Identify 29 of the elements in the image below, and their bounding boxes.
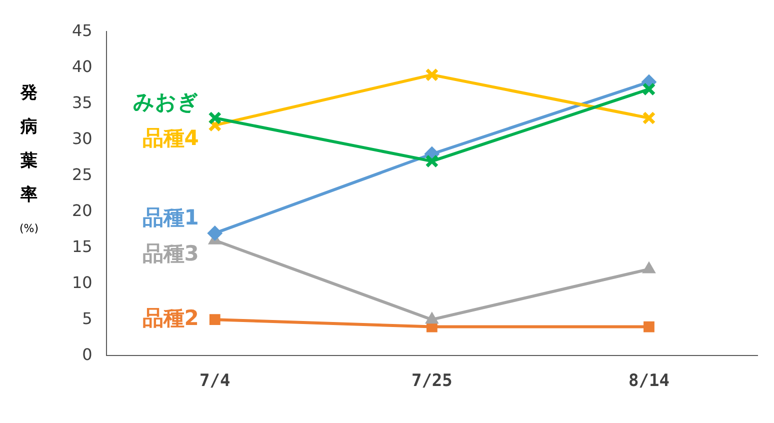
y-tick-label: 25	[72, 164, 92, 184]
point	[642, 111, 656, 125]
series-label: 品種4	[142, 126, 199, 150]
y-tick-label: 20	[72, 200, 92, 220]
point	[425, 312, 438, 324]
y-tick-label: 15	[72, 236, 92, 256]
series-label: 品種2	[142, 306, 199, 330]
series-label: 品種1	[142, 205, 199, 230]
x-tick-label: 7/25	[411, 371, 452, 392]
point	[642, 82, 656, 96]
x-tick-label: 8/14	[628, 371, 670, 392]
point	[644, 321, 654, 332]
y-tick-label: 0	[82, 344, 92, 364]
y-tick-label: 45	[72, 20, 92, 40]
x-tick-label: 7/4	[200, 371, 230, 392]
y-axis-title: 発病葉率(%)	[18, 82, 40, 237]
point	[208, 111, 222, 125]
y-tick-label: 35	[72, 92, 92, 112]
point	[209, 314, 220, 326]
y-tick-label: 30	[72, 128, 92, 148]
y-tick-label: 40	[72, 56, 92, 76]
point	[425, 68, 439, 82]
y-tick-label: 5	[82, 308, 92, 328]
series-label: 品種3	[142, 241, 199, 266]
series-label: みおぎ	[132, 90, 199, 114]
point	[425, 154, 439, 168]
point	[207, 226, 222, 241]
point	[642, 262, 656, 274]
y-tick-label: 10	[72, 272, 92, 292]
